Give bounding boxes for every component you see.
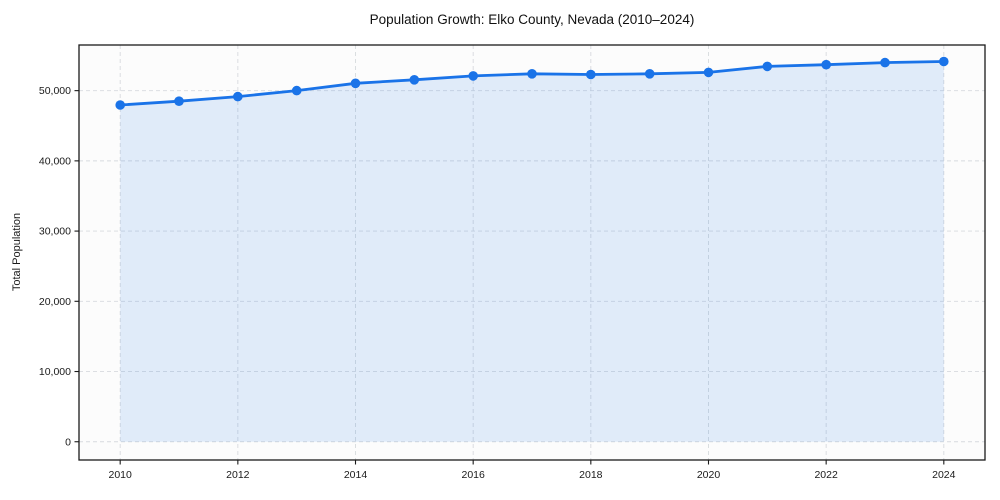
data-point xyxy=(703,67,714,78)
data-point xyxy=(821,59,831,70)
data-point xyxy=(233,91,243,102)
data-point xyxy=(527,69,537,79)
y-tick-label: 20,000 xyxy=(39,296,71,308)
x-tick-label: 2016 xyxy=(461,469,485,481)
data-point xyxy=(939,56,949,67)
data-point xyxy=(409,75,420,85)
data-point xyxy=(880,57,890,68)
x-tick-label: 2014 xyxy=(344,469,368,481)
data-point xyxy=(291,85,302,96)
y-tick-label: 30,000 xyxy=(39,226,71,238)
y-tick-label: 40,000 xyxy=(39,155,71,167)
data-point xyxy=(115,100,125,110)
x-tick-label: 2020 xyxy=(697,469,721,481)
chart-title: Population Growth: Elko County, Nevada (… xyxy=(369,12,695,27)
x-tick-label: 2010 xyxy=(109,469,133,481)
data-point xyxy=(468,71,479,81)
x-tick-label: 2018 xyxy=(579,469,603,481)
data-point xyxy=(174,96,184,106)
data-point xyxy=(644,69,655,79)
y-tick-label: 10,000 xyxy=(39,366,71,378)
x-tick-label: 2012 xyxy=(226,469,250,481)
y-tick-label: 50,000 xyxy=(39,85,71,97)
data-point xyxy=(762,61,773,72)
area-fill xyxy=(120,61,944,442)
x-tick-label: 2024 xyxy=(932,469,956,481)
data-point xyxy=(350,78,361,89)
y-tick-label: 0 xyxy=(65,436,71,448)
x-tick-label: 2022 xyxy=(814,469,838,481)
data-point xyxy=(586,69,596,80)
plot-background xyxy=(79,45,985,460)
plot-border xyxy=(78,44,986,461)
